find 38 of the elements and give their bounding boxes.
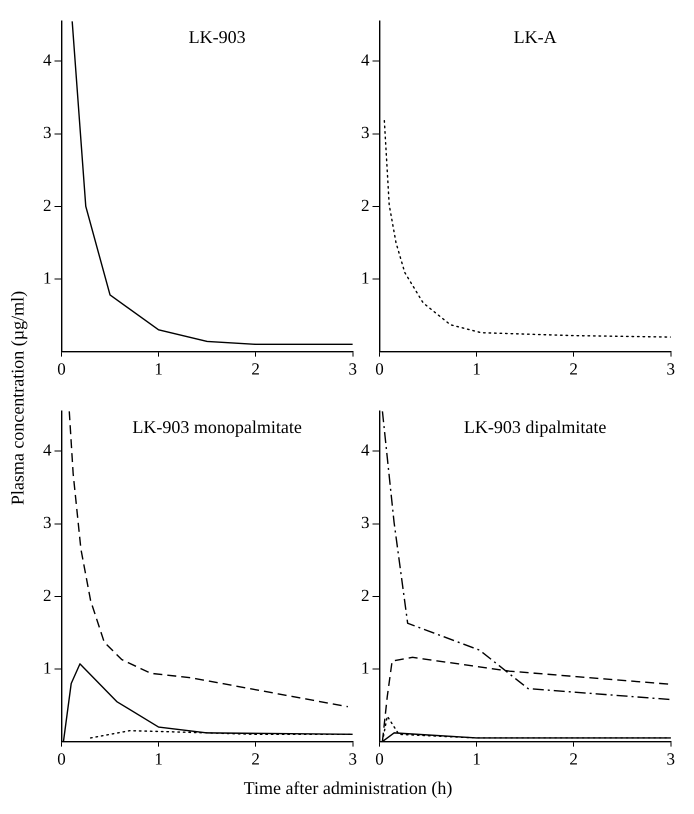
chart-title: LK-903 monopalmitate bbox=[132, 416, 302, 437]
y-tick-label: 3 bbox=[361, 123, 370, 142]
y-tick-label: 2 bbox=[43, 586, 52, 605]
y-tick-label: 1 bbox=[361, 268, 370, 288]
x-tick-label: 3 bbox=[348, 359, 357, 378]
x-tick-label: 2 bbox=[251, 749, 260, 768]
y-axis-title: Plasma concentration (µg/ml) bbox=[8, 290, 28, 506]
y-tick-label: 3 bbox=[43, 513, 52, 532]
y-tick-label: 4 bbox=[361, 50, 370, 70]
y-tick-label: 3 bbox=[43, 123, 52, 142]
x-tick-label: 1 bbox=[472, 749, 481, 768]
y-tick-label: 4 bbox=[43, 440, 52, 460]
y-tick-label: 2 bbox=[361, 586, 370, 605]
x-tick-label: 3 bbox=[666, 749, 675, 768]
x-tick-label: 0 bbox=[57, 749, 66, 768]
y-tick-label: 4 bbox=[361, 440, 370, 460]
y-tick-label: 3 bbox=[361, 513, 370, 532]
x-tick-label: 2 bbox=[569, 749, 578, 768]
x-tick-label: 1 bbox=[154, 359, 163, 378]
x-tick-label: 1 bbox=[154, 749, 163, 768]
x-tick-label: 0 bbox=[57, 359, 66, 378]
chart-title: LK-903 bbox=[188, 26, 246, 47]
y-tick-label: 2 bbox=[43, 196, 52, 215]
x-tick-label: 0 bbox=[375, 359, 384, 378]
x-axis-title: Time after administration (h) bbox=[242, 778, 454, 799]
x-tick-label: 3 bbox=[348, 749, 357, 768]
y-tick-label: 1 bbox=[361, 658, 370, 678]
chart-title: LK-A bbox=[514, 26, 557, 47]
x-tick-label: 2 bbox=[569, 359, 578, 378]
chart-title: LK-903 dipalmitate bbox=[464, 416, 606, 437]
x-tick-label: 3 bbox=[666, 359, 675, 378]
x-tick-label: 0 bbox=[375, 749, 384, 768]
y-tick-label: 1 bbox=[43, 268, 52, 288]
y-tick-label: 2 bbox=[361, 196, 370, 215]
y-tick-label: 4 bbox=[43, 50, 52, 70]
x-tick-label: 2 bbox=[251, 359, 260, 378]
x-tick-label: 1 bbox=[472, 359, 481, 378]
y-tick-label: 1 bbox=[43, 658, 52, 678]
